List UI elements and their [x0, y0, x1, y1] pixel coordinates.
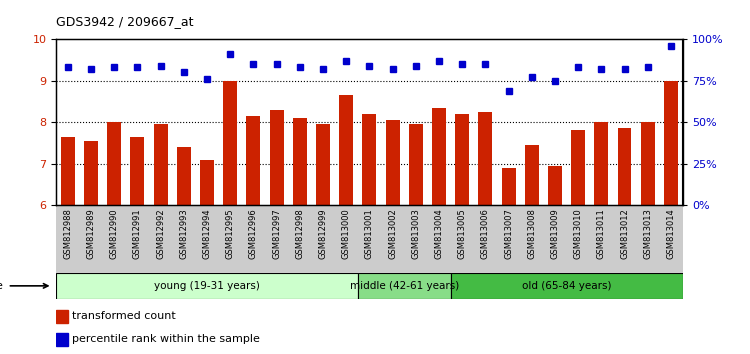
Bar: [84, 141, 98, 205]
Text: young (19-31 years): young (19-31 years): [154, 281, 260, 291]
Bar: [640, 122, 655, 205]
FancyBboxPatch shape: [358, 273, 451, 299]
Bar: [177, 147, 190, 205]
Bar: [247, 116, 260, 205]
Bar: [224, 81, 237, 205]
FancyBboxPatch shape: [451, 273, 682, 299]
Bar: [525, 145, 538, 205]
Text: age: age: [0, 281, 4, 291]
Bar: [56, 333, 68, 346]
Text: middle (42-61 years): middle (42-61 years): [350, 281, 459, 291]
Bar: [270, 110, 284, 205]
Bar: [292, 118, 307, 205]
Bar: [455, 114, 469, 205]
Text: GDS3942 / 209667_at: GDS3942 / 209667_at: [56, 15, 194, 28]
Text: old (65-84 years): old (65-84 years): [522, 281, 611, 291]
Bar: [664, 81, 678, 205]
Bar: [594, 122, 608, 205]
Text: percentile rank within the sample: percentile rank within the sample: [72, 335, 260, 344]
Bar: [107, 122, 122, 205]
Bar: [502, 168, 515, 205]
Bar: [432, 108, 446, 205]
Bar: [61, 137, 75, 205]
Bar: [572, 131, 585, 205]
Bar: [478, 112, 492, 205]
Bar: [362, 114, 376, 205]
Bar: [339, 95, 353, 205]
Bar: [200, 160, 214, 205]
Bar: [548, 166, 562, 205]
FancyBboxPatch shape: [56, 273, 358, 299]
Bar: [617, 129, 632, 205]
Bar: [130, 137, 145, 205]
Bar: [409, 124, 423, 205]
Bar: [56, 310, 68, 323]
Bar: [154, 124, 167, 205]
Text: transformed count: transformed count: [72, 312, 176, 321]
Bar: [316, 124, 330, 205]
Bar: [386, 120, 400, 205]
